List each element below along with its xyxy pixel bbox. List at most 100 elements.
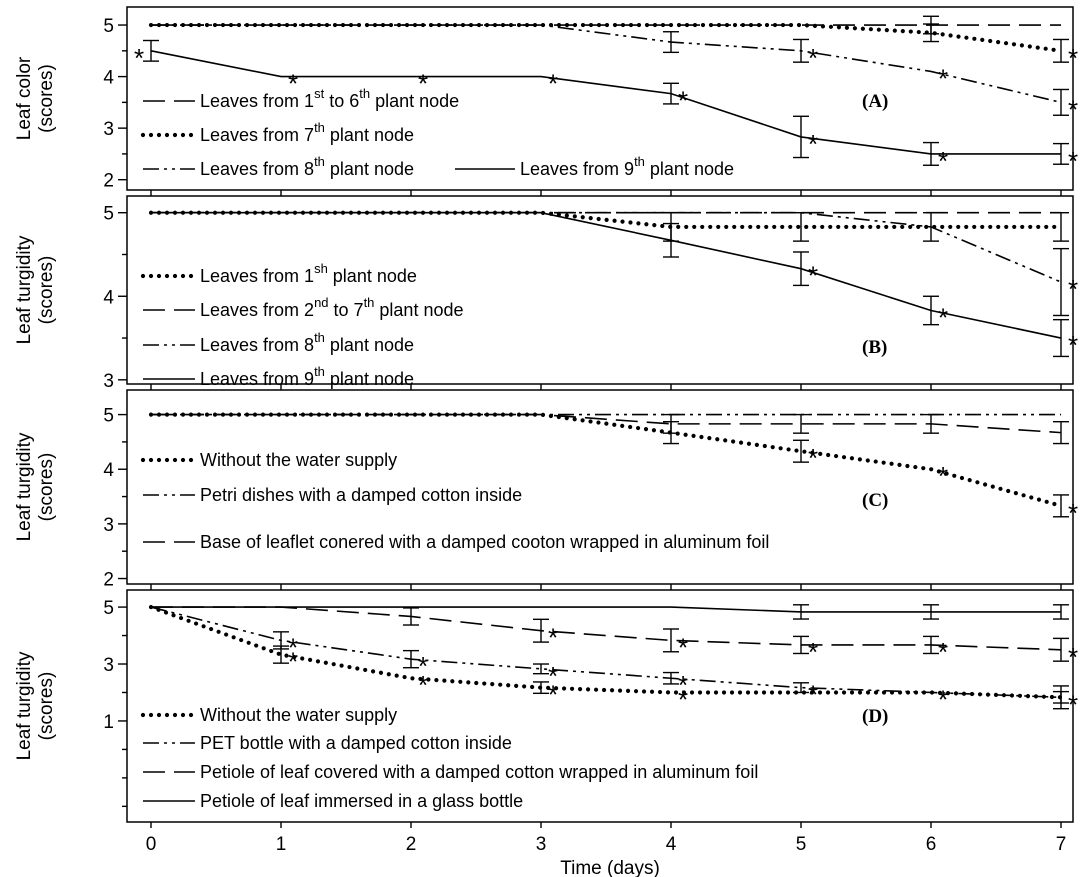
series-line [151, 211, 1062, 339]
legend-label: Petiole of leaf immersed in a glass bott… [200, 791, 523, 811]
y-tick-label: 3 [103, 655, 114, 676]
x-tick-label: 5 [796, 834, 807, 855]
x-tick-label: 3 [536, 834, 547, 855]
x-axis-title: Time (days) [560, 858, 660, 877]
legend-label-text: to 7 [329, 300, 364, 320]
significance-star: * [418, 651, 428, 681]
legend-superscript: th [314, 120, 325, 135]
panel-tag: (D) [862, 706, 888, 727]
legend-label: Leaves from 9th plant node [520, 154, 734, 179]
y-axis-title: Leaf turgidity(scores) [14, 651, 57, 760]
y-axis-title: Leaf turgidity(scores) [14, 432, 57, 541]
series-solid: Petiole of leaf immersed in a glass bott… [143, 604, 1069, 811]
y-axis-title: Leaf turgidity(scores) [14, 235, 57, 344]
legend-label-text: Petri dishes with a damped cotton inside [200, 485, 522, 505]
legend-superscript: th [314, 364, 325, 379]
y-tick-label: 5 [103, 16, 114, 37]
series-dot: Leaves from 1sh plant node [140, 210, 1069, 286]
significance-star: * [938, 302, 948, 332]
x-tick-label: 6 [926, 834, 937, 855]
panel-tag: (C) [862, 490, 888, 511]
significance-star: * [678, 684, 688, 714]
legend-label-text: Base of leaflet conered with a damped co… [200, 532, 769, 552]
y-tick-label: 1 [103, 712, 114, 733]
significance-star: * [1068, 43, 1078, 73]
legend-label-text: Leaves from 9 [200, 369, 314, 389]
y-tick-label: 3 [103, 371, 114, 392]
series-dashdotdot: * * * Leaves from 8th plant node [143, 24, 1078, 179]
legend-superscript: th [634, 154, 645, 169]
y-axis-title: Leaf color(scores) [14, 56, 57, 140]
significance-star: * [678, 632, 688, 662]
significance-star: * [1068, 330, 1078, 360]
legend-superscript: sh [314, 261, 328, 276]
series-line [151, 413, 1062, 434]
legend-label-text: Leaves from 9 [520, 159, 634, 179]
y-axis-title-line: Leaf color [14, 56, 35, 140]
panel-frame [126, 589, 1074, 823]
legend-label: Base of leaflet conered with a damped co… [200, 532, 769, 552]
y-axis-title-line: (scores) [36, 256, 57, 325]
series-dashdotdot: Petri dishes with a damped cotton inside [143, 413, 1061, 505]
y-axis-title-line: Leaf turgidity [14, 432, 35, 541]
series-dashdotdot: ** * * * *PET bottle with a damped cotton in… [143, 606, 1069, 753]
series-line [148, 22, 1064, 53]
panel-c: 2 3 4 5 Leaf turgidity(scores) * * * Without the… [14, 389, 1078, 591]
legend-label-text: plant node [325, 159, 414, 179]
legend-label: Without the water supply [200, 450, 397, 470]
legend-label: Leaves from 7th plant node [200, 120, 414, 145]
legend-label-text: Petiole of leaf immersed in a glass bott… [200, 791, 523, 811]
significance-star: * [938, 461, 948, 491]
legend-label-text: Without the water supply [200, 450, 397, 470]
series-line [148, 604, 1064, 700]
legend-superscript: th [314, 154, 325, 169]
x-tick-label: 2 [406, 834, 417, 855]
panel-tag: (A) [862, 91, 888, 112]
series-dot: ** * * *Without the water supply [140, 604, 1078, 725]
y-tick-label: 3 [103, 119, 114, 140]
significance-star: * [548, 680, 558, 710]
legend-label-text: to 6 [324, 91, 359, 111]
legend-label: Petiole of leaf covered with a damped co… [200, 762, 758, 782]
significance-star: * [288, 647, 298, 677]
significance-star: * [548, 661, 558, 691]
series-line [148, 210, 1064, 230]
series-solid: * * * Leaves from 9th plant node [143, 211, 1078, 389]
series-dash: Leaves from 1st to 6th plant node [143, 15, 1061, 111]
legend-label: Leaves from 8th plant node [200, 154, 414, 179]
x-tick-label: 1 [276, 834, 287, 855]
y-axis-title-line: Leaf turgidity [14, 235, 35, 344]
significance-star: * [808, 680, 818, 710]
significance-star: * [418, 69, 428, 99]
series-line [150, 606, 1062, 699]
series-dot: * * * Without the water supply [140, 412, 1078, 528]
legend-label-text: plant node [374, 300, 463, 320]
significance-star: * [808, 443, 818, 473]
significance-star: * [678, 86, 688, 116]
significance-star: * [938, 146, 948, 176]
significance-star: * [678, 670, 688, 700]
significance-star: * [1068, 498, 1078, 528]
panel-d: 1 3 5 Leaf turgidity(scores) 0 1 2 3 4 5 6 7 Time (d… [14, 589, 1078, 877]
y-tick-label: 5 [103, 598, 114, 619]
significance-star: * [1068, 274, 1078, 304]
y-tick-label: 5 [103, 204, 114, 225]
y-axis-title-line: Leaf turgidity [14, 651, 35, 760]
significance-star: * [1068, 689, 1078, 719]
legend-label: Leaves from 8th plant node [200, 330, 414, 355]
y-tick-label: 2 [103, 570, 114, 591]
significance-star: * [938, 63, 948, 93]
legend-label-text: Without the water supply [200, 705, 397, 725]
significance-star: * [548, 69, 558, 99]
y-tick-label: 4 [103, 287, 114, 308]
legend-label: Petri dishes with a damped cotton inside [200, 485, 522, 505]
legend-label: Without the water supply [200, 705, 397, 725]
y-tick-label: 3 [103, 515, 114, 536]
series-line [151, 606, 1061, 613]
panel-b: 3 4 5 Leaf turgidity(scores) Leaves from 1sh… [14, 195, 1078, 392]
significance-star: * [1068, 642, 1078, 672]
legend-label-text: Leaves from 1 [200, 266, 314, 286]
series-line [151, 24, 1062, 104]
significance-star: * [134, 43, 144, 73]
